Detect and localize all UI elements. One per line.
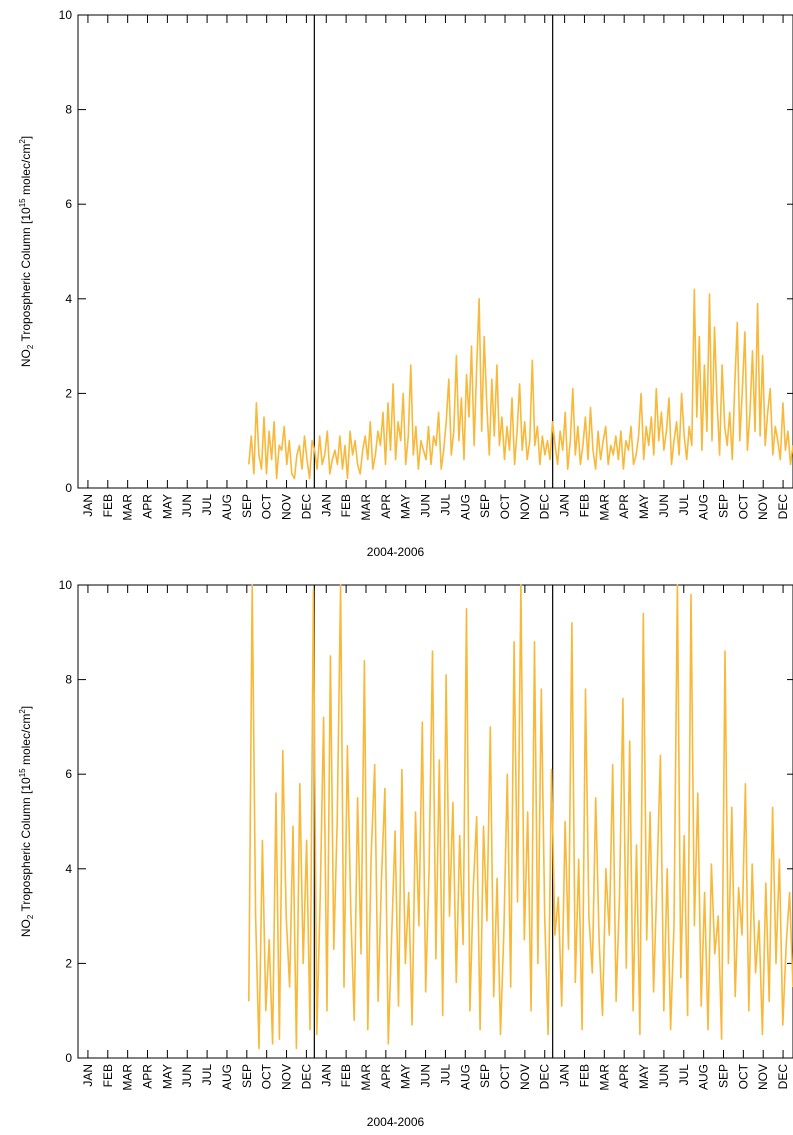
bottom-month-label: MAY <box>160 1064 174 1089</box>
top-month-label: MAY <box>637 494 651 519</box>
top-series-line-0 <box>248 288 793 480</box>
bottom-month-label: DEC <box>538 1064 552 1090</box>
chart-panel-bottom: 0 2 4 6 8 10 JAN FEB MAR APR MAY JUN JUL AUG SEP OCT NOV… <box>0 570 793 1130</box>
top-month-label: JUN <box>180 494 194 517</box>
top-month-label: JUN <box>419 494 433 517</box>
top-ytick-label: 6 <box>65 197 72 211</box>
top-ytick-label: 8 <box>65 103 72 117</box>
top-month-label: OCT <box>260 493 274 519</box>
bottom-month-label: JUN <box>419 1064 433 1087</box>
top-month-label: SEP <box>478 494 492 518</box>
bottom-month-label: JAN <box>81 1064 95 1087</box>
top-ytick-label: 4 <box>65 292 72 306</box>
bottom-month-label: JUN <box>657 1064 671 1087</box>
bottom-month-label: APR <box>379 1064 393 1089</box>
bottom-month-label: OCT <box>736 1063 750 1089</box>
bottom-month-label: JAN <box>558 1064 572 1087</box>
top-month-label: MAR <box>359 494 373 521</box>
top-month-label: OCT <box>736 493 750 519</box>
bottom-month-label: FEB <box>577 1064 591 1087</box>
bottom-month-label: SEP <box>716 1064 730 1088</box>
bottom-month-label: JUL <box>438 1064 452 1086</box>
top-month-label: DEC <box>776 494 790 520</box>
bottom-month-label: JAN <box>319 1064 333 1087</box>
top-month-label: AUG <box>697 494 711 520</box>
top-month-label: JUN <box>657 494 671 517</box>
top-month-label: MAR <box>121 494 135 521</box>
top-ytick-label: 2 <box>65 386 72 400</box>
top-month-label: AUG <box>458 494 472 520</box>
bottom-month-label: JUL <box>677 1064 691 1086</box>
bottom-month-label: APR <box>141 1064 155 1089</box>
top-month-label: NOV <box>756 494 770 520</box>
bottom-month-label: MAY <box>637 1064 651 1089</box>
bottom-ytick-label: 8 <box>65 673 72 687</box>
top-xlabel: 2004-2006 <box>367 545 425 559</box>
top-month-label: JUL <box>438 494 452 516</box>
top-month-label: APR <box>141 494 155 519</box>
bottom-ytick-label: 10 <box>59 578 73 592</box>
bottom-month-label: APR <box>617 1064 631 1089</box>
bottom-month-label: OCT <box>498 1063 512 1089</box>
top-ytick-label: 10 <box>59 8 73 22</box>
top-month-label: MAR <box>597 494 611 521</box>
bottom-ytick-label: 4 <box>65 862 72 876</box>
bottom-month-label: DEC <box>299 1064 313 1090</box>
bottom-month-label: JUL <box>200 1064 214 1086</box>
top-ytick-label: 0 <box>65 481 72 495</box>
top-month-label: MAY <box>399 494 413 519</box>
bottom-month-label: AUG <box>220 1064 234 1090</box>
top-month-label: FEB <box>101 494 115 517</box>
bottom-month-label: FEB <box>339 1064 353 1087</box>
bottom-month-label: AUG <box>458 1064 472 1090</box>
bottom-month-label: MAR <box>597 1064 611 1091</box>
bottom-month-label: MAR <box>121 1064 135 1091</box>
bottom-month-label: NOV <box>518 1064 532 1090</box>
bottom-month-label: FEB <box>101 1064 115 1087</box>
bottom-ytick-label: 6 <box>65 767 72 781</box>
bottom-month-label: MAR <box>359 1064 373 1091</box>
bottom-ytick-label: 0 <box>65 1051 72 1065</box>
bottom-month-label: DEC <box>776 1064 790 1090</box>
top-month-label: JAN <box>319 494 333 517</box>
top-month-label: APR <box>379 494 393 519</box>
top-month-label: SEP <box>716 494 730 518</box>
top-month-label: FEB <box>339 494 353 517</box>
chart-svg-top: 0 2 4 6 8 10 JAN FEB MAR APR MAY JUN JUL AUG SEP OCT NOV… <box>18 8 793 559</box>
bottom-month-label: OCT <box>260 1063 274 1089</box>
top-month-label: SEP <box>240 494 254 518</box>
top-month-label: JAN <box>81 494 95 517</box>
top-month-label: NOV <box>280 494 294 520</box>
top-month-label: MAY <box>160 494 174 519</box>
bottom-series-line-0 <box>248 584 793 1050</box>
bottom-month-label: JUN <box>180 1064 194 1087</box>
top-month-label: JUL <box>677 494 691 516</box>
bottom-month-label: NOV <box>280 1064 294 1090</box>
bottom-month-label: SEP <box>478 1064 492 1088</box>
bottom-month-label: NOV <box>756 1064 770 1090</box>
bottom-month-label: AUG <box>697 1064 711 1090</box>
bottom-month-label: SEP <box>240 1064 254 1088</box>
top-ylabel: NO2 Tropospheric Column [1015 molec/cm2] <box>18 136 35 367</box>
top-plot-frame <box>77 14 793 489</box>
top-month-label: DEC <box>299 494 313 520</box>
chart-panel-top: 0 2 4 6 8 10 JAN FEB MAR APR MAY JUN JUL AUG SEP OCT NOV… <box>0 0 793 560</box>
bottom-xlabel: 2004-2006 <box>367 1115 425 1129</box>
bottom-ytick-label: 2 <box>65 956 72 970</box>
top-month-label: AUG <box>220 494 234 520</box>
top-month-label: JUL <box>200 494 214 516</box>
top-month-label: JAN <box>558 494 572 517</box>
top-month-label: NOV <box>518 494 532 520</box>
top-month-label: APR <box>617 494 631 519</box>
top-month-label: FEB <box>577 494 591 517</box>
chart-svg-bottom: 0 2 4 6 8 10 JAN FEB MAR APR MAY JUN JUL AUG SEP OCT NOV… <box>18 578 793 1129</box>
top-month-label: DEC <box>538 494 552 520</box>
bottom-month-label: MAY <box>399 1064 413 1089</box>
bottom-plot-frame <box>77 584 793 1059</box>
top-month-label: OCT <box>498 493 512 519</box>
bottom-ylabel: NO2 Tropospheric Column [1015 molec/cm2] <box>18 706 35 937</box>
